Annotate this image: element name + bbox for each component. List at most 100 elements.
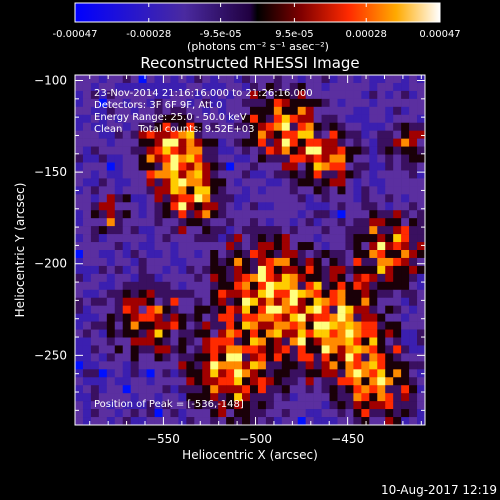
heatmap-cell (178, 353, 187, 362)
heatmap-cell (138, 75, 147, 84)
heatmap-cell (337, 369, 346, 378)
heatmap-cell (329, 297, 338, 306)
heatmap-cell (90, 401, 100, 410)
heatmap-cell (98, 337, 108, 346)
heatmap-cell (106, 162, 116, 171)
heatmap-cell (361, 257, 370, 267)
annotation-time-range: 23-Nov-2014 21:16:16.000 to 21:26:16.000 (94, 88, 313, 99)
heatmap-cell (106, 321, 116, 330)
heatmap-cell (257, 82, 267, 92)
colorbar-ticks: -0.00047 -0.00028 -9.5e-05 9.5e-05 0.00028 0.… (53, 3, 461, 40)
heatmap-cell (273, 170, 283, 179)
heatmap-cell (242, 82, 251, 92)
heatmap-cell (242, 114, 251, 124)
heatmap-cell (75, 210, 84, 219)
heatmap-cell (130, 345, 139, 354)
heatmap-cell (234, 146, 243, 155)
heatmap-cell (369, 329, 378, 338)
heatmap-cell (297, 98, 306, 108)
heatmap-cell (122, 218, 131, 227)
heatmap-cell (409, 234, 418, 243)
heatmap-cell (345, 114, 354, 124)
heatmap-cell (146, 281, 155, 291)
heatmap-cell (98, 313, 108, 322)
heatmap-cell (385, 75, 394, 84)
heatmap-cell (106, 369, 116, 378)
heatmap-cell (75, 401, 84, 410)
heatmap-cell (242, 138, 251, 147)
heatmap-cell (146, 377, 155, 386)
heatmap-cell (401, 194, 410, 203)
heatmap-cell (210, 218, 219, 227)
heatmap-cell (186, 345, 195, 354)
heatmap-cell (250, 250, 259, 259)
heatmap-cell (250, 114, 259, 124)
heatmap-cell (114, 345, 124, 354)
heatmap-cell (194, 122, 203, 131)
heatmap-cell (393, 369, 402, 378)
heatmap-cell (82, 305, 92, 314)
heatmap-cell (250, 242, 259, 251)
x-tick-label: −550 (147, 432, 180, 446)
heatmap-cell (122, 130, 131, 139)
heatmap-cell (313, 361, 322, 370)
heatmap-cell (361, 154, 370, 163)
heatmap-cell (281, 154, 291, 163)
heatmap-cell (329, 154, 338, 163)
heatmap-cell (170, 305, 179, 314)
heatmap-cell (218, 178, 227, 187)
heatmap-cell (377, 257, 386, 267)
heatmap-cell (242, 297, 251, 306)
heatmap-cell (130, 297, 139, 306)
heatmap-cell (393, 257, 402, 267)
heatmap-cell (385, 409, 394, 418)
heatmap-cell (162, 250, 171, 259)
heatmap-cell (321, 257, 330, 267)
heatmap-cell (377, 106, 386, 116)
heatmap-cell (194, 393, 203, 402)
heatmap-cell (154, 385, 163, 394)
heatmap-cell (242, 194, 251, 203)
heatmap-cell (114, 170, 124, 179)
heatmap-cell (257, 210, 267, 219)
heatmap-cell (194, 313, 203, 322)
heatmap-cell (114, 281, 124, 291)
heatmap-cell (242, 90, 251, 100)
heatmap-cell (226, 257, 235, 267)
heatmap-cell (226, 377, 235, 386)
heatmap-cell (257, 75, 267, 84)
heatmap-cell (242, 234, 251, 243)
heatmap-cell (106, 226, 116, 235)
heatmap-cell (345, 377, 354, 386)
heatmap-cell (218, 138, 227, 147)
heatmap-cell (98, 257, 108, 267)
heatmap-cell (82, 82, 92, 92)
heatmap-cell (130, 106, 139, 116)
heatmap-cell (409, 75, 418, 84)
heatmap-cell (369, 202, 378, 211)
heatmap-cell (281, 329, 291, 338)
heatmap-cell (361, 178, 370, 187)
heatmap-cell (369, 305, 378, 314)
heatmap-cell (178, 114, 187, 124)
heatmap-cell (353, 106, 362, 116)
heatmap-cell (401, 345, 410, 354)
heatmap-cell (273, 361, 283, 370)
heatmap-cell (138, 162, 147, 171)
heatmap-cell (345, 82, 354, 92)
heatmap-cell (90, 194, 100, 203)
heatmap-cell (154, 186, 163, 195)
heatmap-cell (361, 321, 370, 330)
heatmap-cell (146, 98, 155, 108)
heatmap-cell (218, 186, 227, 195)
y-tick-label: −150 (34, 165, 67, 179)
heatmap-cell (409, 401, 418, 410)
heatmap-cell (75, 321, 84, 330)
heatmap-cell (401, 393, 410, 402)
heatmap-cell (353, 273, 362, 283)
heatmap-cell (337, 297, 346, 306)
heatmap-cell (114, 265, 124, 275)
heatmap-cell (369, 234, 378, 243)
heatmap-cell (242, 130, 251, 139)
heatmap-cell (265, 409, 275, 418)
